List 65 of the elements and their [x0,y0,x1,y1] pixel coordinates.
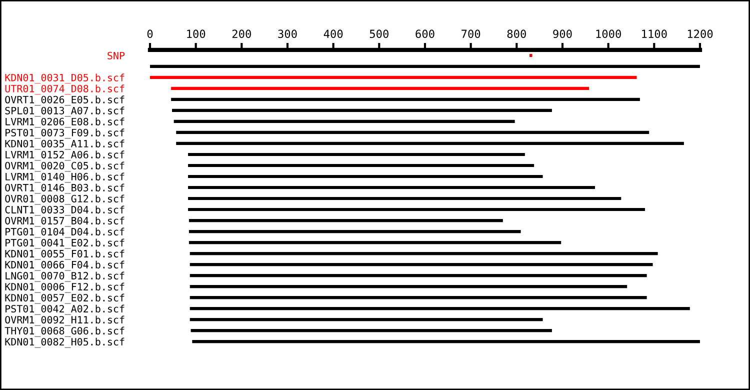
bar [150,64,700,68]
bar [190,263,653,266]
bar [188,164,534,168]
y-tick-label: KDN01_0035_A11.b.scf [5,140,124,150]
y-tick-label: OVRM1_0157_B04.b.scf [5,216,124,227]
bar [188,196,622,200]
y-tick-label: KDN01_0055_F01.b.scf [5,250,124,260]
y-tick-label: LVRM1_0152_A06.b.scf [6,150,124,161]
y-tick-label: OVRM1_0020_C05.b.scf [5,162,124,172]
y-tick-label: PTG01_0104_D04.b.scf [6,228,124,238]
x-tick-label: 1100 [642,30,667,38]
bar [188,186,596,190]
y-tick-label: SPL01_0013_A07.b.scf [5,106,124,117]
bar [188,152,525,156]
bar [171,86,590,90]
y-tick-label: KDN01_0031_D05.b.scf [5,74,124,84]
bar [190,274,647,278]
y-tick-label: OVRT1_0026_E05.b.scf [5,96,124,106]
bar [172,108,552,112]
bar [188,208,645,212]
bar [190,307,690,310]
bar [176,130,650,134]
bar [190,252,658,256]
bar [190,318,543,322]
bar [190,285,628,288]
y-tick-label: KDN01_0006_F12.b.scf [5,282,124,293]
x-tick-label: 300 [278,30,297,38]
y-tick-label: OVR01_0008_G12.b.scf [5,194,124,205]
bar [150,76,637,79]
y-tick-label: THY01_0068_G06.b.scf [4,326,124,337]
y-tick-label: KDN01_0066_F04.b.scf [5,260,124,271]
y-tick-label: PST01_0073_F09.b.scf [6,128,124,139]
y-tick-label: KDN01_0057_E02.b.scf [5,294,124,304]
y-tick-label: KDN01_0082_H05.b.scf [5,338,124,348]
y-tick-label: OVRM1_0092_H11.b.scf [5,316,124,326]
bar [188,218,503,222]
x-tick-label: 1200 [688,30,713,38]
bar [176,142,684,146]
x-tick-label: 700 [462,30,480,38]
x-tick-label: 800 [507,30,526,38]
y-tick-label: LVRM1_0140_H06.b.scf [6,172,124,183]
y-tick-label: OVRT1_0146_B03.b.scf [5,184,124,194]
bar [174,120,515,124]
y-tick-label: LVRM1_0206_E08.b.scf [6,118,124,128]
bar [188,230,521,234]
x-tick-label: 0 [147,30,153,38]
x-tick-label: 100 [187,30,206,38]
x-tick-label: 500 [370,30,388,38]
x-tick-label: 200 [232,30,251,38]
bar [190,329,552,332]
bar [188,240,562,244]
y-tick-label: PTG01_0041_E02.b.scf [6,238,124,249]
bar [188,174,543,178]
x-tick-label: 900 [553,30,572,38]
y-tick-label: SNP [108,52,125,60]
bar [190,296,647,300]
x-tick-label: 400 [324,30,343,38]
x-tick-label: 600 [416,30,434,38]
y-tick-label: CLNT1_0033_D04.b.scf [5,206,124,216]
bar [192,340,700,344]
y-tick-label: LNG01_0070_B12.b.scf [6,272,124,282]
x-tick-label: 1000 [596,30,621,38]
y-tick-label: PST01_0042_A02.b.scf [6,304,124,315]
y-tick-label: UTR01_0074_D08.b.scf [5,84,124,95]
bar [171,98,640,101]
